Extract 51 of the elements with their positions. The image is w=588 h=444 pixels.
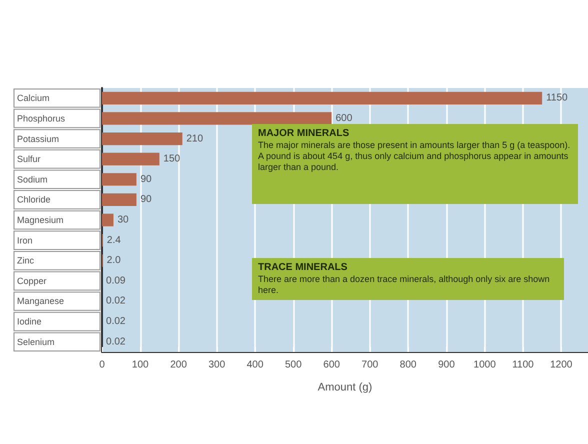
data-label: 2.4 bbox=[106, 234, 122, 246]
x-tick-label: 700 bbox=[362, 360, 379, 370]
data-label: 0.02 bbox=[106, 316, 126, 328]
data-label: 600 bbox=[336, 112, 353, 124]
y-tick-label: Iodine bbox=[17, 316, 42, 327]
y-tick-label: Sodium bbox=[17, 174, 48, 184]
bar bbox=[102, 152, 160, 166]
data-label: 150 bbox=[163, 154, 181, 165]
y-tick-label: Magnesium bbox=[17, 215, 64, 225]
data-label: 2.0 bbox=[106, 255, 122, 266]
bar bbox=[102, 214, 114, 226]
data-label: 210 bbox=[186, 133, 204, 144]
data-label: 0.09 bbox=[106, 275, 126, 286]
x-tick-label: 400 bbox=[246, 360, 264, 370]
y-tick-label: Copper bbox=[17, 276, 47, 286]
data-label: 1150 bbox=[546, 92, 568, 104]
x-tick-label: 0 bbox=[99, 360, 106, 370]
y-tick-label: Manganese bbox=[17, 296, 64, 306]
y-tick-label: Phosphorus bbox=[17, 113, 66, 124]
bar bbox=[102, 92, 542, 104]
data-label: 30 bbox=[117, 214, 130, 226]
data-label: 90 bbox=[140, 174, 152, 185]
x-axis-title: Amount (g) bbox=[318, 382, 372, 394]
bar bbox=[102, 112, 332, 125]
x-tick-label: 600 bbox=[323, 360, 340, 370]
bar bbox=[102, 173, 136, 186]
y-tick-label: Chloride bbox=[17, 194, 51, 205]
data-label: 0.02 bbox=[106, 336, 126, 348]
note-box: TRACE MINERALS There are more than a dozen trace minerals, although only six are shown here. bbox=[252, 258, 564, 300]
x-tick-label: 800 bbox=[400, 360, 417, 370]
y-tick-label: Potassium bbox=[17, 134, 60, 144]
x-tick-label: 1200 bbox=[550, 360, 573, 370]
annotation: TRACE MINERALS There are more than a dozen trace minerals, although only six are shown here. bbox=[258, 262, 551, 296]
y-tick-label: Iron bbox=[17, 235, 33, 246]
data-label: 90 bbox=[140, 194, 152, 206]
note-box: MAJOR MINERALS The major minerals are those present in amounts larger than 5 g (a teaspoon). A pound is about 454 g, thus only calcium and phosphorus appear in amounts larger than a pound. bbox=[252, 124, 578, 204]
data-label: 0.02 bbox=[106, 296, 126, 307]
x-tick-label: 200 bbox=[170, 360, 188, 370]
x-tick-label: 100 bbox=[132, 360, 150, 370]
y-tick-label: Zinc bbox=[17, 256, 34, 266]
y-tick-label: Sulfur bbox=[17, 154, 41, 164]
x-tick-label: 1000 bbox=[474, 360, 496, 370]
y-tick-label: Calcium bbox=[17, 93, 50, 104]
x-tick-label: 1100 bbox=[512, 360, 534, 370]
bar bbox=[102, 132, 182, 146]
annotation: MAJOR MINERALS The major minerals are those present in amounts larger than 5 g (a teaspoon). A pound is about 454 g, thus only calcium and phosphorus appear in amounts larger than a pound. bbox=[258, 128, 572, 173]
bar bbox=[102, 193, 136, 206]
x-tick-label: 300 bbox=[208, 360, 226, 370]
y-tick-label: Selenium bbox=[17, 336, 55, 347]
x-tick-label: 900 bbox=[438, 360, 456, 370]
x-tick-label: 500 bbox=[284, 360, 302, 370]
